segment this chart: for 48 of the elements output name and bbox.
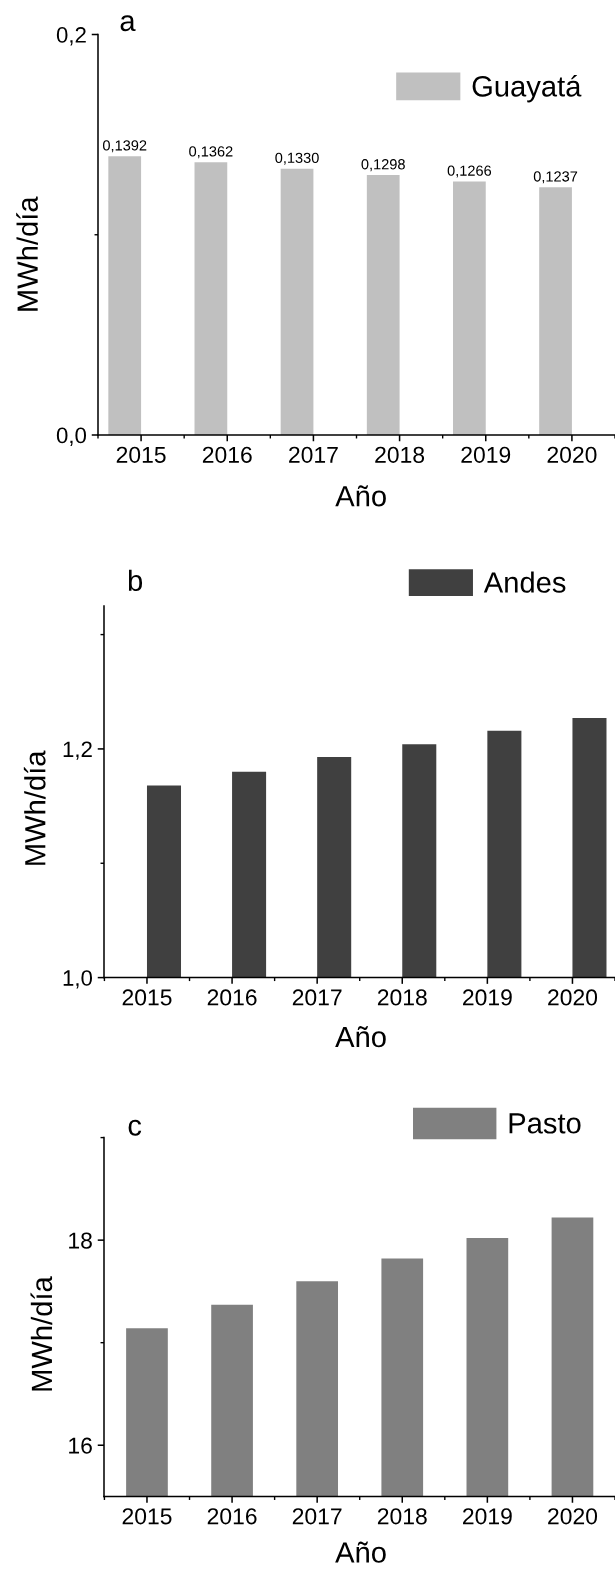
x-tick-label: 2019: [461, 446, 511, 463]
x-tick-label: 2015: [122, 989, 172, 1006]
bar: [539, 187, 572, 435]
chart-title: b: [128, 569, 143, 592]
chart-title: a: [120, 15, 136, 32]
x-axis-title: Año: [335, 1541, 386, 1563]
x-tick-label: 2018: [377, 989, 427, 1006]
data-label: 0,1330: [275, 152, 319, 165]
x-tick-label: 2016: [202, 446, 252, 463]
x-tick-label: 2018: [377, 1508, 427, 1525]
y-axis-title: MWh/día: [23, 750, 46, 865]
legend-label: Andes: [483, 571, 566, 593]
x-axis-title: Año: [335, 1026, 386, 1048]
y-tick-label: 0,0: [56, 427, 87, 446]
x-tick-label: 2017: [289, 446, 338, 463]
y-tick-label: 1,2: [63, 741, 92, 760]
x-tick-label: 2015: [122, 1508, 172, 1525]
y-tick-label: 0,2: [56, 27, 86, 46]
x-tick-label: 2018: [375, 446, 425, 463]
bar: [108, 156, 142, 435]
x-tick-label: 2017: [292, 989, 342, 1006]
x-tick-label: 2016: [207, 989, 257, 1006]
x-tick-label: 2020: [547, 446, 597, 463]
data-label: 0,1266: [447, 165, 492, 178]
x-tick-label: 2019: [463, 989, 512, 1006]
data-label: 0,1298: [361, 159, 405, 172]
x-tick-label: 2015: [116, 446, 166, 463]
bar: [366, 175, 400, 435]
data-label: 0,1237: [533, 171, 578, 184]
x-tick-label: 2020: [548, 1508, 598, 1525]
x-tick-label: 2017: [292, 1508, 342, 1525]
data-label: 0,1392: [102, 140, 147, 153]
chart-title: c: [128, 1119, 142, 1136]
y-axis-title: MWh/día: [30, 1276, 53, 1391]
data-label: 0,1362: [189, 146, 233, 159]
y-axis-title: MWh/día: [16, 196, 38, 311]
x-tick-label: 2019: [463, 1508, 512, 1525]
x-tick-label: 2020: [548, 989, 598, 1006]
y-tick-label: 18: [69, 1232, 92, 1249]
x-tick-label: 2016: [207, 1508, 257, 1525]
y-tick-label: 16: [69, 1437, 92, 1454]
bar: [280, 168, 314, 435]
bar: [453, 181, 486, 435]
x-axis-title: Año: [335, 485, 386, 507]
y-tick-label: 1,0: [63, 970, 93, 989]
bar: [194, 162, 228, 435]
legend-label: Pasto: [509, 1113, 581, 1134]
legend-label: Guayatá: [472, 74, 582, 103]
